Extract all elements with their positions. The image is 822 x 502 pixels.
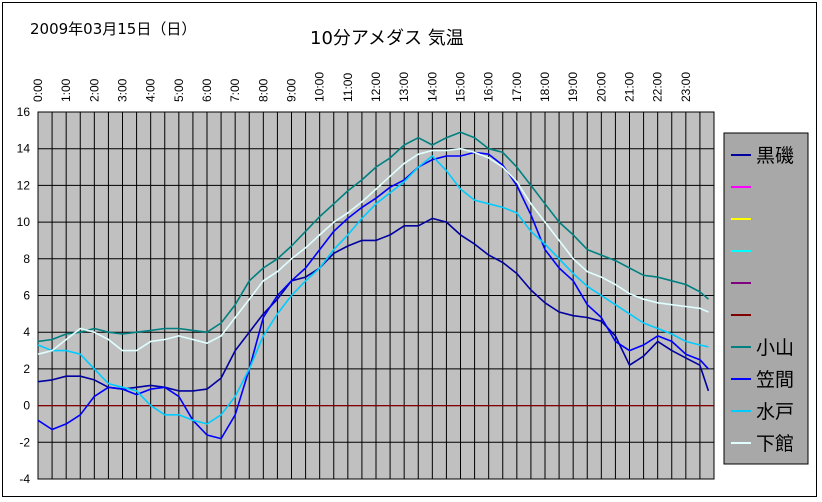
x-tick-label: 10:00 [313,72,327,102]
x-tick-label: 5:00 [172,78,186,102]
x-tick-label: 19:00 [566,72,580,102]
x-axis-ticks: 0:00 1:00 2:00 3:00 4:00 5:00 6:00 7:00 8:00 9:00… [31,72,693,102]
x-tick-label: 8:00 [256,78,270,102]
x-tick-label: 20:00 [594,72,608,102]
legend-box [723,132,809,465]
series-line-8 [37,155,709,425]
x-tick-label: 16:00 [482,72,496,102]
y-tick-label: 14 [17,142,31,156]
x-tick-label: 0:00 [31,78,45,102]
chart-title: 10分アメダス 気温 [310,28,464,49]
y-tick-label: 2 [23,362,30,376]
series-line-9 [37,147,709,355]
x-tick-label: 1:00 [59,78,73,102]
legend-label: 笠間 [756,369,794,391]
series-line-7 [37,151,709,440]
x-tick-label: 4:00 [144,78,158,102]
x-tick-label: 9:00 [285,78,299,102]
x-tick-label: 11:00 [341,73,355,102]
y-axis-ticks: 16 14 12 10 8 6 4 2 0 -2 -4 [17,105,31,486]
series-line-0 [37,217,710,392]
x-tick-label: 23:00 [679,72,693,102]
x-tick-label: 17:00 [510,72,524,102]
x-tick-label: 7:00 [228,78,242,102]
x-tick-label: 18:00 [538,72,552,102]
legend-label: 下館 [756,433,794,455]
x-tick-label: 12:00 [369,72,383,102]
y-tick-label: 6 [23,289,30,303]
legend-label: 黒磯 [756,145,794,167]
x-tick-label: 2:00 [87,78,101,102]
y-tick-label: 4 [23,325,30,339]
legend-label: 小山 [756,337,794,359]
y-tick-label: -2 [19,435,30,449]
y-tick-label: 10 [17,215,31,229]
x-tick-label: 6:00 [200,78,214,102]
series-lines [37,131,714,440]
x-tick-label: 3:00 [116,78,130,102]
x-tick-label: 22:00 [651,72,665,102]
x-tick-label: 13:00 [397,72,411,102]
y-tick-label: 12 [17,178,31,192]
y-tick-label: 8 [23,252,30,266]
series-line-6 [37,131,709,343]
x-tick-label: 15:00 [454,72,468,102]
x-tick-label: 21:00 [623,72,637,102]
date-label: 2009年03月15日（日） [30,20,197,38]
y-tick-label: -4 [19,472,30,486]
y-tick-label: 16 [17,105,31,119]
y-tick-label: 0 [23,399,30,413]
legend-label: 水戸 [756,401,794,423]
x-tick-label: 14:00 [425,72,439,102]
